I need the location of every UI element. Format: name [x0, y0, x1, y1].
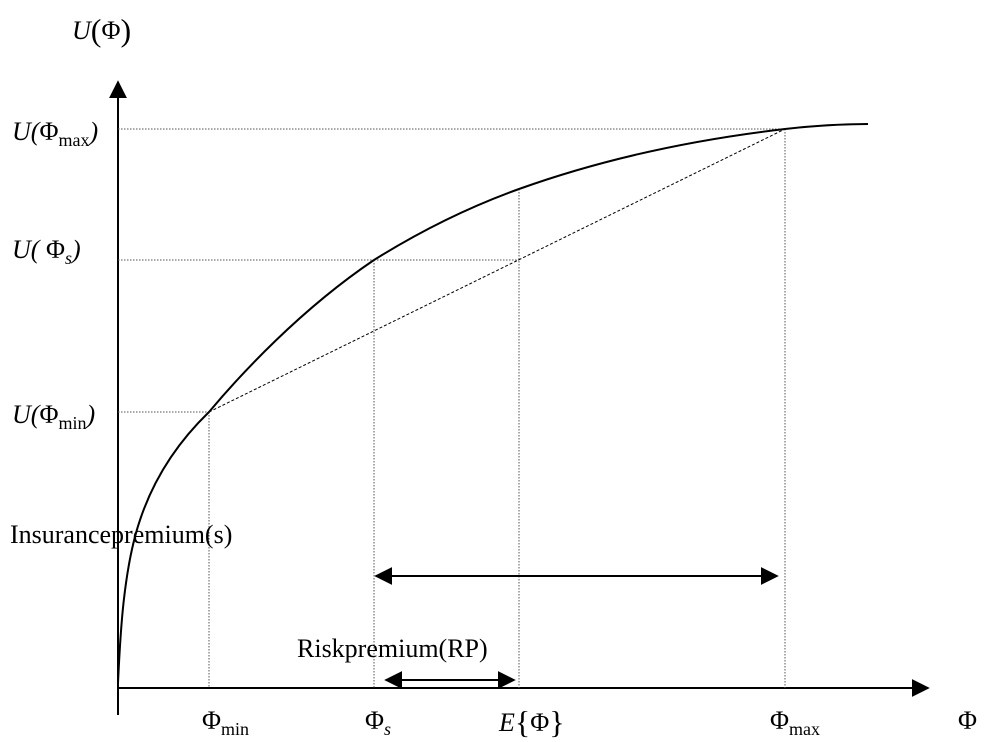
x-tick-phi-min: Φmin — [202, 706, 249, 739]
close-paren: ) — [120, 12, 132, 48]
y-axis-func: U — [72, 16, 91, 45]
y-tick-u-s: U( Φs) — [12, 235, 81, 268]
e-phi-close: } — [549, 704, 565, 740]
x-tick-phi-max: Φmax — [770, 706, 820, 739]
open-paren: ( — [90, 12, 102, 48]
phi-s-phi: Φ — [365, 706, 385, 735]
u-max-func: U( — [12, 117, 40, 146]
chord-line — [208, 128, 786, 413]
y-axis-var: Φ — [101, 16, 121, 45]
x-axis-var: Φ — [958, 706, 978, 735]
utility-curve — [117, 123, 869, 684]
u-min-close: ) — [86, 400, 96, 429]
x-axis-title: Φ — [958, 708, 977, 734]
phi-max-phi: Φ — [770, 706, 790, 735]
x-tick-phi-s: Φs — [365, 706, 391, 739]
u-min-sub: min — [58, 413, 87, 433]
u-s-close: ) — [71, 235, 81, 264]
u-s-sub: s — [64, 248, 72, 268]
phi-min-phi: Φ — [202, 706, 222, 735]
risk-premium-label: Riskpremium(RP) — [297, 634, 488, 663]
u-s-phi: Φ — [39, 235, 65, 264]
phi-max-sub: max — [789, 719, 821, 739]
y-tick-u-max: U(Φmax) — [12, 117, 99, 150]
e-phi-open: { — [514, 704, 531, 740]
e-phi-func: E — [499, 708, 515, 737]
x-tick-e-phi: E{Φ} — [499, 704, 565, 738]
u-max-phi: Φ — [39, 117, 59, 146]
y-axis-title: U(Φ) — [72, 12, 131, 46]
u-s-func: U( — [12, 235, 40, 264]
u-min-func: U( — [12, 400, 40, 429]
e-phi-phi: Φ — [530, 708, 550, 737]
phi-min-sub: min — [221, 719, 250, 739]
u-max-sub: max — [58, 130, 90, 150]
insurance-premium-label: Insurancepremium(s) — [10, 520, 233, 549]
y-tick-u-min: U(Φmin) — [12, 400, 96, 433]
phi-s-sub: s — [384, 719, 392, 739]
u-min-phi: Φ — [39, 400, 59, 429]
u-max-close: ) — [89, 117, 99, 146]
